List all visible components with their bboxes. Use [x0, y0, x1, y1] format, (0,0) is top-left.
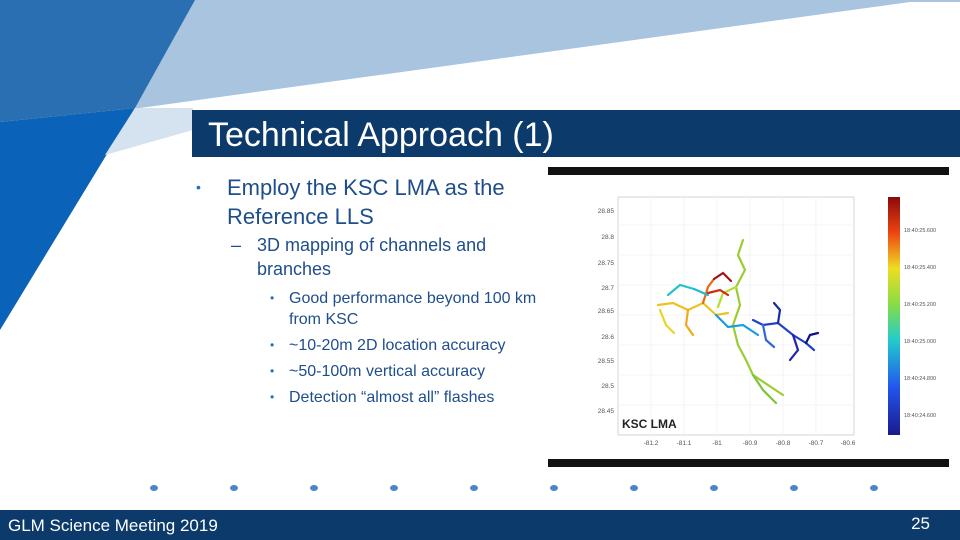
x-tick-label: -80.7 — [809, 440, 824, 447]
y-tick-label: 28.7 — [601, 285, 614, 292]
x-tick-label: -80.8 — [776, 440, 791, 447]
sub-bullet-text: Good performance beyond 100 km from KSC — [289, 290, 537, 328]
lma-map: 28.85 28.8 28.75 28.7 28.65 28.6 28.55 2… — [598, 196, 936, 447]
bullet-dot-icon: • — [270, 291, 275, 305]
page-number: 25 — [911, 514, 930, 533]
colorbar — [888, 197, 900, 435]
bullet-level2-text: 3D mapping of channels and branches — [257, 235, 487, 279]
title-bar: Technical Approach (1) — [192, 110, 960, 157]
sub-bullet-text: ~10-20m 2D location accuracy — [289, 337, 506, 354]
lma-figure: 28.85 28.8 28.75 28.7 28.65 28.6 28.55 2… — [548, 167, 949, 467]
y-tick-label: 28.75 — [598, 260, 615, 267]
bullet-dot-icon: • — [270, 338, 275, 352]
sub-bullet: • Detection “almost all” flashes — [270, 387, 545, 408]
y-tick-label: 28.5 — [601, 383, 614, 390]
sub-bullet: • ~50-100m vertical accuracy — [270, 361, 545, 382]
footer-bar: GLM Science Meeting 2019 25 — [0, 510, 960, 540]
sub-bullet-text: ~50-100m vertical accuracy — [289, 363, 486, 380]
bullet-dot-icon: • — [196, 179, 201, 195]
x-tick-label: -80.9 — [743, 440, 758, 447]
y-tick-label: 28.85 — [598, 208, 615, 215]
y-axis-ticks: 28.85 28.8 28.75 28.7 28.65 28.6 28.55 2… — [598, 208, 615, 415]
bullet-level1: • Employ the KSC LMA as the Reference LL… — [196, 173, 541, 231]
decorative-dots — [150, 485, 878, 491]
sub-bullet: • Good performance beyond 100 km from KS… — [270, 288, 545, 330]
y-tick-label: 28.6 — [601, 334, 614, 341]
colorbar-tick-label: 18:40:25.000 — [904, 339, 936, 345]
bullet-level1-text: Employ the KSC LMA as the Reference LLS — [227, 175, 505, 229]
sub-bullet-text: Detection “almost all” flashes — [289, 389, 495, 406]
colorbar-tick-label: 18:40:24.600 — [904, 413, 936, 419]
colorbar-tick-label: 18:40:25.400 — [904, 265, 936, 271]
y-tick-label: 28.65 — [598, 308, 615, 315]
bullet-dot-icon: • — [270, 364, 275, 378]
y-tick-label: 28.8 — [601, 234, 614, 241]
figure-label: KSC LMA — [622, 417, 677, 431]
y-tick-label: 28.55 — [598, 358, 615, 365]
x-tick-label: -81.1 — [677, 440, 692, 447]
colorbar-tick-label: 18:40:25.200 — [904, 302, 936, 308]
y-tick-label: 28.45 — [598, 408, 615, 415]
lightning-channels — [656, 238, 820, 405]
colorbar-tick-label: 18:40:24.800 — [904, 376, 936, 382]
bullet-dot-icon: • — [270, 390, 275, 404]
bullet-level2: – 3D mapping of channels and branches — [231, 233, 531, 281]
x-tick-label: -80.6 — [841, 440, 856, 447]
x-tick-label: -81 — [712, 440, 722, 447]
x-tick-label: -81.2 — [644, 440, 659, 447]
x-axis-ticks: -81.2 -81.1 -81 -80.9 -80.8 -80.7 -80.6 — [644, 440, 856, 447]
slide-title: Technical Approach (1) — [208, 116, 554, 154]
sub-bullet: • ~10-20m 2D location accuracy — [270, 335, 545, 356]
colorbar-tick-label: 18:40:25.600 — [904, 228, 936, 234]
footer-text: GLM Science Meeting 2019 — [8, 516, 218, 535]
colorbar-ticks: 18:40:25.600 18:40:25.400 18:40:25.200 1… — [904, 228, 936, 419]
dash-icon: – — [231, 235, 242, 255]
